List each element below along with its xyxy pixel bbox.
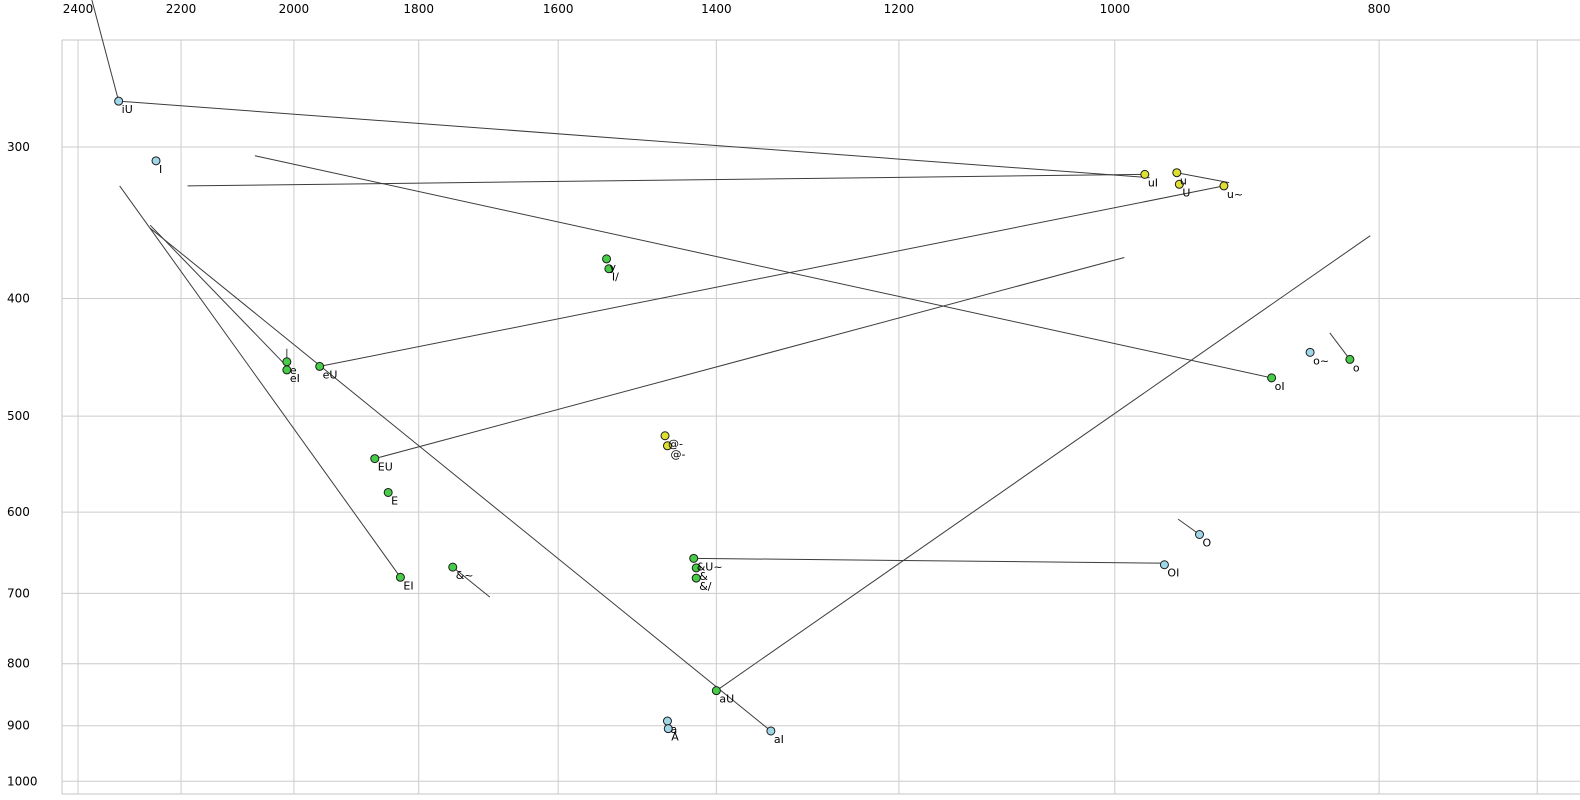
trajectory-line: [149, 227, 772, 732]
y-tick-label: 1000: [7, 774, 38, 788]
vowel-point: [315, 361, 325, 371]
vowel-point: [151, 156, 161, 166]
vowel-label: e: [290, 364, 297, 377]
vowel-point: [689, 553, 699, 563]
vowel-point: [1159, 560, 1169, 570]
vowel-point: [114, 96, 124, 106]
vowel-label: u~: [1227, 188, 1243, 201]
y-tick-label: 900: [7, 719, 30, 733]
x-tick-label: 1600: [543, 2, 574, 16]
vowel-point: [691, 563, 701, 573]
vowel-label: E: [391, 494, 398, 507]
trajectory-line: [1329, 332, 1351, 360]
vowel-label: @-: [670, 448, 685, 461]
y-tick-label: 400: [7, 292, 30, 306]
vowel-label: I/: [612, 271, 619, 284]
vowel-label: uI: [1148, 176, 1158, 189]
vowel-label: EU: [378, 461, 393, 474]
vowel-point: [370, 454, 380, 464]
vowel-label: A: [671, 731, 679, 744]
vowel-point: [1140, 169, 1150, 179]
vowel-point: [1219, 181, 1229, 191]
vowel-label: o~: [1313, 354, 1329, 367]
trajectory-line: [119, 185, 401, 578]
vowel-point: [1195, 529, 1205, 539]
vowel-label: @-: [668, 438, 683, 451]
vowel-label: &/: [699, 580, 712, 593]
vowel-label: U: [1182, 186, 1190, 199]
x-tick-label: 1200: [884, 2, 915, 16]
trajectory-line: [118, 100, 1150, 179]
vowel-label: aU: [719, 693, 734, 706]
trajectory-line: [187, 173, 1145, 187]
trajectory-line: [149, 224, 288, 367]
y-tick-label: 500: [7, 409, 30, 423]
vowel-label: oI: [1275, 380, 1285, 393]
y-tick-label: 300: [7, 140, 30, 154]
y-tick-label: 700: [7, 586, 30, 600]
vowel-label: EI: [403, 579, 413, 592]
vowel-label: eU: [323, 368, 338, 381]
x-tick-label: 1800: [403, 2, 434, 16]
x-tick-label: 2400: [63, 2, 94, 16]
vowel-label: eI: [290, 372, 300, 385]
vowel-point: [1174, 179, 1184, 189]
trajectory-line: [1176, 172, 1230, 184]
trajectory-line: [452, 566, 491, 598]
vowel-point: [662, 441, 672, 451]
vowel-label: o: [1353, 361, 1360, 374]
vowel-point: [383, 487, 393, 497]
trajectory-line: [716, 235, 1371, 692]
vowel-label: a: [670, 723, 677, 736]
x-tick-label: 2000: [279, 2, 310, 16]
vowel-point: [1305, 347, 1315, 357]
vowel-point: [1267, 373, 1277, 383]
vowel-label: &U~: [697, 560, 723, 573]
vowel-point: [1172, 168, 1182, 178]
vowel-label: &: [699, 570, 708, 583]
x-tick-label: 2200: [166, 2, 197, 16]
vowel-point: [282, 365, 292, 375]
vowel-point: [448, 562, 458, 572]
vowel-point: [660, 431, 670, 441]
vowel-point: [766, 726, 776, 736]
vowel-label: &~: [456, 569, 474, 582]
y-tick-label: 800: [7, 657, 30, 671]
vowel-point: [691, 573, 701, 583]
x-tick-label: 1000: [1100, 2, 1131, 16]
vowel-point: [395, 572, 405, 582]
vowel-point: [602, 254, 612, 264]
vowel-point: [1345, 354, 1355, 364]
vowel-label: aI: [774, 733, 784, 746]
vowel-point: [663, 724, 673, 734]
vowel-label: iU: [122, 103, 133, 116]
vowel-label: O: [1203, 536, 1212, 549]
trajectory-line: [374, 256, 1125, 460]
vowel-label: y: [610, 261, 617, 274]
y-tick-label: 600: [7, 505, 30, 519]
trajectory-line: [319, 185, 1225, 367]
vowel-point: [711, 686, 721, 696]
x-tick-label: 800: [1368, 2, 1391, 16]
vowel-label: I: [159, 163, 162, 176]
trajectory-line: [254, 155, 1272, 379]
x-tick-label: 1400: [701, 2, 732, 16]
trajectory-line: [693, 557, 1161, 564]
vowel-point: [604, 264, 614, 274]
vowel-label: OI: [1167, 567, 1179, 580]
vowel-label: u: [1180, 175, 1187, 188]
trajectory-line: [91, 0, 120, 102]
